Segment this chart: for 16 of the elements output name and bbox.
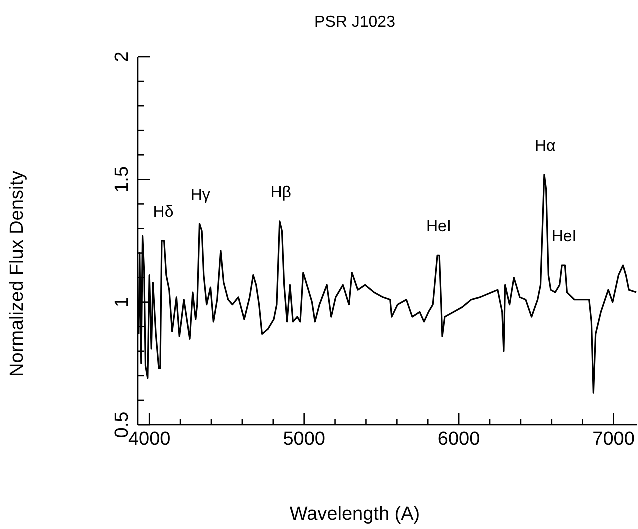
y-tick-label: 1 [112, 297, 133, 308]
annotation: Hδ [153, 204, 174, 221]
annotation: HeI [426, 218, 452, 236]
y-tick-label: 1.5 [112, 166, 133, 193]
y-axis-title: Normalized Flux Density [7, 170, 29, 379]
x-axis-title: Wavelength (A) [288, 504, 422, 526]
x-tick-label: 5000 [283, 429, 326, 450]
annotation: Hβ [270, 184, 292, 202]
annotation: Hγ [190, 186, 210, 204]
chart-title: PSR J1023 [314, 14, 396, 32]
annotation: Hα [534, 138, 556, 155]
x-tick-label: 7000 [592, 429, 635, 450]
y-tick-label: 2 [112, 52, 133, 62]
x-tick-label: 4000 [128, 429, 171, 450]
x-tick-label: 6000 [438, 429, 480, 450]
annotation: HeI [552, 228, 577, 246]
